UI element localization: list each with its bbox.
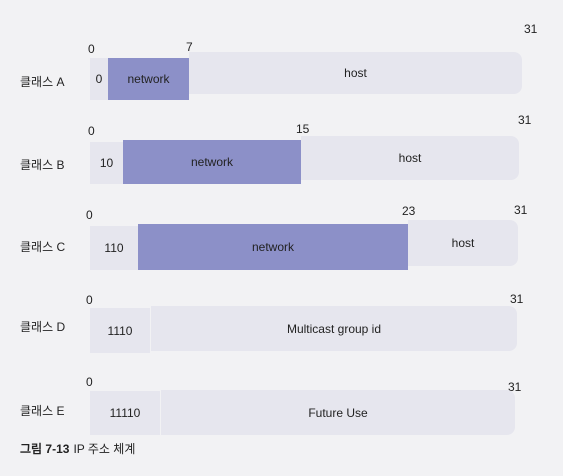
figure-caption: 그림 7-13 IP 주소 체계 — [20, 440, 135, 457]
class-d-multicast-group-id-field: Multicast group id — [151, 306, 517, 351]
class-b-network-end-bit: 15 — [296, 122, 310, 136]
class-b-label: 클래스 B — [20, 158, 65, 172]
class-b-host-field: host — [301, 136, 519, 180]
class-e-label: 클래스 E — [20, 404, 65, 418]
class-a-host-field: host — [189, 52, 522, 94]
class-a-last-bit: 31 — [524, 22, 538, 36]
class-c-prefix-field: 110 — [90, 226, 138, 270]
class-c-network-field: network — [138, 224, 408, 270]
class-c-last-bit: 31 — [514, 203, 528, 217]
class-d-label: 클래스 D — [20, 320, 66, 334]
class-e-start-bit: 0 — [86, 375, 93, 389]
class-a-network-end-bit: 7 — [186, 40, 193, 54]
class-a-network-field: network — [108, 58, 189, 100]
class-e-prefix-field: 11110 — [90, 391, 160, 435]
class-c-host-field: host — [408, 220, 518, 266]
class-e-future-use-field: Future Use — [161, 390, 515, 435]
class-a-label: 클래스 A — [20, 75, 65, 89]
class-c-network-end-bit: 23 — [402, 204, 416, 218]
class-b-network-field: network — [123, 140, 301, 184]
class-a-start-bit: 0 — [88, 42, 95, 56]
class-d-prefix-field: 1110 — [90, 308, 150, 353]
class-b-start-bit: 0 — [88, 124, 95, 138]
class-c-start-bit: 0 — [86, 208, 93, 222]
class-b-prefix-field: 10 — [90, 142, 123, 184]
class-b-last-bit: 31 — [518, 113, 532, 127]
class-d-start-bit: 0 — [86, 293, 93, 307]
figure-number: 그림 7-13 — [20, 442, 70, 456]
figure-title: IP 주소 체계 — [73, 442, 136, 456]
class-c-label: 클래스 C — [20, 240, 66, 254]
class-d-last-bit: 31 — [510, 292, 524, 306]
class-a-prefix-field: 0 — [90, 58, 108, 100]
